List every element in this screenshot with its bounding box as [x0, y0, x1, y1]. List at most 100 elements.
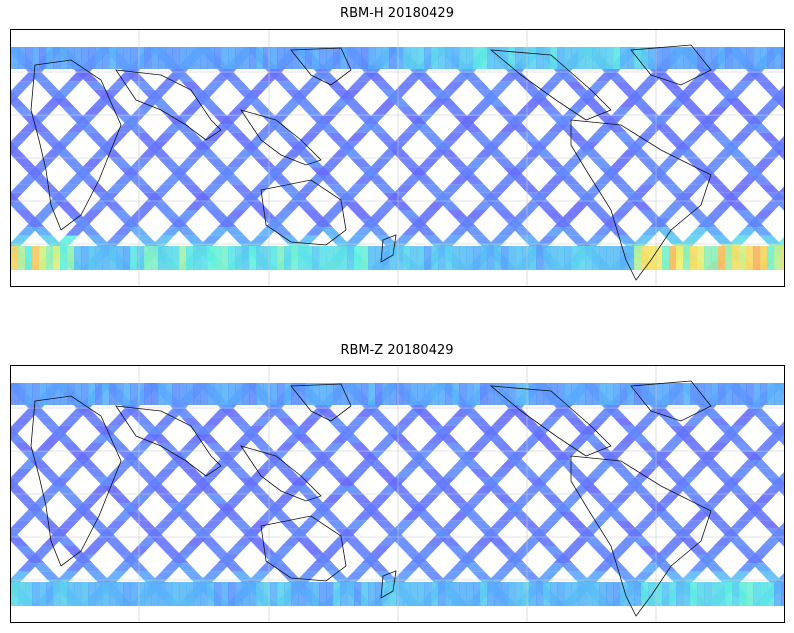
swath-cell: [316, 408, 339, 418]
swath-cell: [414, 175, 436, 185]
swath-cell: [85, 132, 108, 142]
swath-cell: [371, 443, 393, 452]
swath-cell: [417, 209, 439, 219]
swath-cell: [630, 149, 652, 159]
swath-cell: [305, 246, 313, 270]
swath-cell: [166, 503, 188, 512]
swath-cell: [407, 218, 429, 228]
swath-cell: [557, 460, 579, 469]
swath-cell: [760, 246, 768, 270]
swath-cell: [751, 563, 773, 572]
swath-cell: [742, 167, 764, 176]
swath-cell: [25, 383, 33, 405]
swath-cell: [373, 132, 396, 142]
swath-cell: [517, 132, 540, 142]
swath-cell: [478, 141, 500, 150]
swath-cell: [659, 443, 681, 452]
swath-cell: [87, 571, 109, 581]
swath-cell: [287, 192, 309, 202]
swath-cell: [257, 227, 279, 236]
swath-cell: [679, 201, 701, 210]
swath-cell: [455, 554, 477, 564]
swath-cell: [201, 520, 224, 529]
swath-cell: [166, 167, 188, 176]
swath-cell: [749, 460, 771, 469]
swath-cell: [359, 218, 381, 228]
swath-cell: [537, 235, 559, 245]
swath-cell: [726, 149, 748, 159]
swath-cell: [497, 227, 519, 236]
swath-cell: [537, 184, 560, 193]
swath-cell: [354, 383, 362, 405]
swath-cell: [11, 184, 32, 193]
swath-layer: [11, 47, 784, 270]
swath-cell: [633, 520, 656, 529]
swath-cell: [445, 47, 453, 69]
swath-cell: [781, 107, 784, 110]
swath-cell: [126, 175, 148, 185]
swath-cell: [22, 503, 44, 512]
swath-cell: [709, 132, 732, 142]
swath-cell: [11, 81, 33, 90]
swath-cell: [30, 511, 52, 521]
swath-cell: [486, 149, 508, 159]
swath-cell: [422, 520, 445, 529]
swath-cell: [582, 149, 604, 159]
swath-cell: [415, 227, 437, 236]
swath-cell: [229, 417, 251, 426]
swath-cell: [239, 528, 261, 538]
swath-cell: [346, 468, 369, 478]
swath-cell: [438, 582, 446, 606]
swath-cell: [479, 528, 501, 538]
swath-cell: [431, 383, 439, 405]
swath-cell: [172, 72, 195, 82]
swath-cell: [661, 468, 684, 478]
swath-cell: [105, 235, 127, 245]
swath-cell: [346, 132, 369, 142]
swath-cell: [322, 494, 344, 504]
swath-cell: [522, 383, 530, 405]
swath-cell: [518, 520, 541, 529]
swath-cell: [746, 47, 754, 69]
swath-cell: [191, 192, 213, 202]
swath-cell: [129, 209, 151, 219]
swath-cell: [706, 158, 728, 168]
swath-cell: [286, 477, 308, 486]
swath-cell: [534, 149, 556, 159]
swath-cell: [541, 443, 563, 452]
swath-cell: [489, 520, 512, 529]
swath-cell: [116, 47, 124, 69]
swath-cell: [394, 132, 417, 142]
swath-cell: [522, 582, 530, 606]
swath-cell: [172, 582, 180, 606]
swath-cell: [88, 383, 96, 405]
swath-cell: [620, 246, 628, 270]
swath-cell: [82, 494, 104, 504]
swath-cell: [725, 246, 733, 270]
swath-cell: [452, 582, 460, 606]
swath-cell: [567, 571, 589, 581]
swath-cell: [717, 425, 739, 435]
swath-cell: [702, 175, 724, 185]
swath-cell: [225, 545, 247, 555]
swath-cell: [622, 141, 644, 150]
swath-cell: [781, 383, 784, 405]
swath-cell: [165, 246, 173, 270]
swath-cell: [107, 417, 129, 426]
swath-cell: [655, 227, 677, 236]
swath-cell: [391, 201, 413, 210]
swath-cell: [424, 246, 432, 270]
swath-cell: [730, 132, 753, 142]
swath-cell: [393, 520, 416, 529]
swath-cell: [592, 383, 600, 405]
swath-cell: [177, 545, 199, 555]
swath-cell: [221, 47, 229, 69]
swath-cell: [277, 132, 300, 142]
swath-cell: [214, 167, 236, 176]
swath-cell: [133, 81, 155, 90]
swath-cell: [11, 485, 28, 495]
swath-cell: [327, 571, 349, 581]
swath-cell: [149, 434, 171, 444]
swath-cell: [750, 175, 772, 185]
swath-cell: [731, 417, 753, 426]
